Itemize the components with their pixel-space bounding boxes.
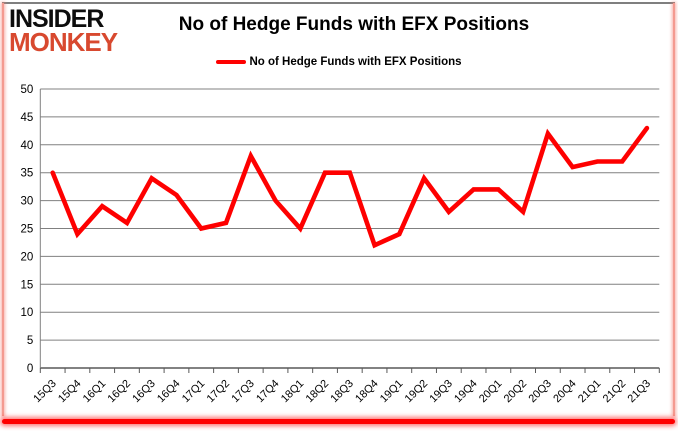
x-tick-label-20Q4: 20Q4: [551, 378, 579, 406]
y-tick-label-45: 45: [21, 112, 34, 124]
x-tick-label-21Q3: 21Q3: [626, 378, 654, 406]
chart-title: No of Hedge Funds with EFX Positions: [178, 14, 530, 35]
x-tick-label-19Q2: 19Q2: [403, 378, 431, 406]
x-tick-label-17Q2: 17Q2: [205, 378, 233, 406]
legend-label: No of Hedge Funds with EFX Positions: [249, 56, 462, 68]
x-tick-label-16Q1: 16Q1: [81, 378, 109, 406]
y-tick-label-15: 15: [21, 279, 34, 291]
x-tick-label-16Q2: 16Q2: [106, 378, 134, 406]
brand-red-bottom-bar: [2, 419, 675, 424]
x-tick-label-18Q3: 18Q3: [328, 378, 356, 406]
y-tick-label-10: 10: [21, 307, 34, 319]
y-tick-label-35: 35: [21, 168, 34, 180]
chart-legend: No of Hedge Funds with EFX Positions: [0, 56, 678, 68]
x-tick-label-20Q1: 20Q1: [477, 378, 505, 406]
x-tick-label-16Q3: 16Q3: [130, 378, 158, 406]
y-tick-label-30: 30: [21, 196, 34, 208]
logo-line-monkey: MONKEY: [9, 27, 118, 57]
y-tick-label-50: 50: [21, 84, 34, 96]
frame-top-border: [2, 2, 675, 4]
x-tick-label-21Q2: 21Q2: [601, 378, 629, 406]
frame-right-border: [673, 3, 675, 416]
y-tick-label-0: 0: [27, 363, 33, 375]
legend-line-swatch: [216, 59, 247, 65]
x-tick-label-18Q2: 18Q2: [304, 378, 332, 406]
x-tick-label-16Q4: 16Q4: [155, 378, 183, 406]
x-tick-label-17Q3: 17Q3: [229, 378, 257, 406]
x-tick-label-18Q1: 18Q1: [279, 378, 307, 406]
y-tick-label-25: 25: [21, 224, 34, 236]
insider-monkey-logo: INSIDER MONKEY: [9, 5, 118, 57]
x-tick-label-17Q4: 17Q4: [254, 378, 282, 406]
x-tick-label-18Q4: 18Q4: [353, 378, 381, 406]
x-tick-label-19Q1: 19Q1: [378, 378, 406, 406]
y-tick-label-20: 20: [21, 251, 34, 263]
y-tick-label-40: 40: [21, 140, 34, 152]
y-tick-label-5: 5: [27, 335, 33, 347]
x-tick-label-21Q1: 21Q1: [576, 378, 604, 406]
x-tick-label-17Q1: 17Q1: [180, 378, 208, 406]
logo-line-insider: INSIDER: [9, 5, 104, 33]
x-tick-label-19Q4: 19Q4: [452, 378, 480, 406]
x-tick-label-19Q3: 19Q3: [427, 378, 455, 406]
series-line: [50, 125, 650, 249]
frame-left-border: [2, 3, 4, 416]
x-tick-label-15Q3: 15Q3: [31, 378, 59, 406]
x-tick-label-20Q2: 20Q2: [502, 378, 530, 406]
x-tick-label-15Q4: 15Q4: [56, 378, 84, 406]
x-tick-label-20Q3: 20Q3: [526, 378, 554, 406]
